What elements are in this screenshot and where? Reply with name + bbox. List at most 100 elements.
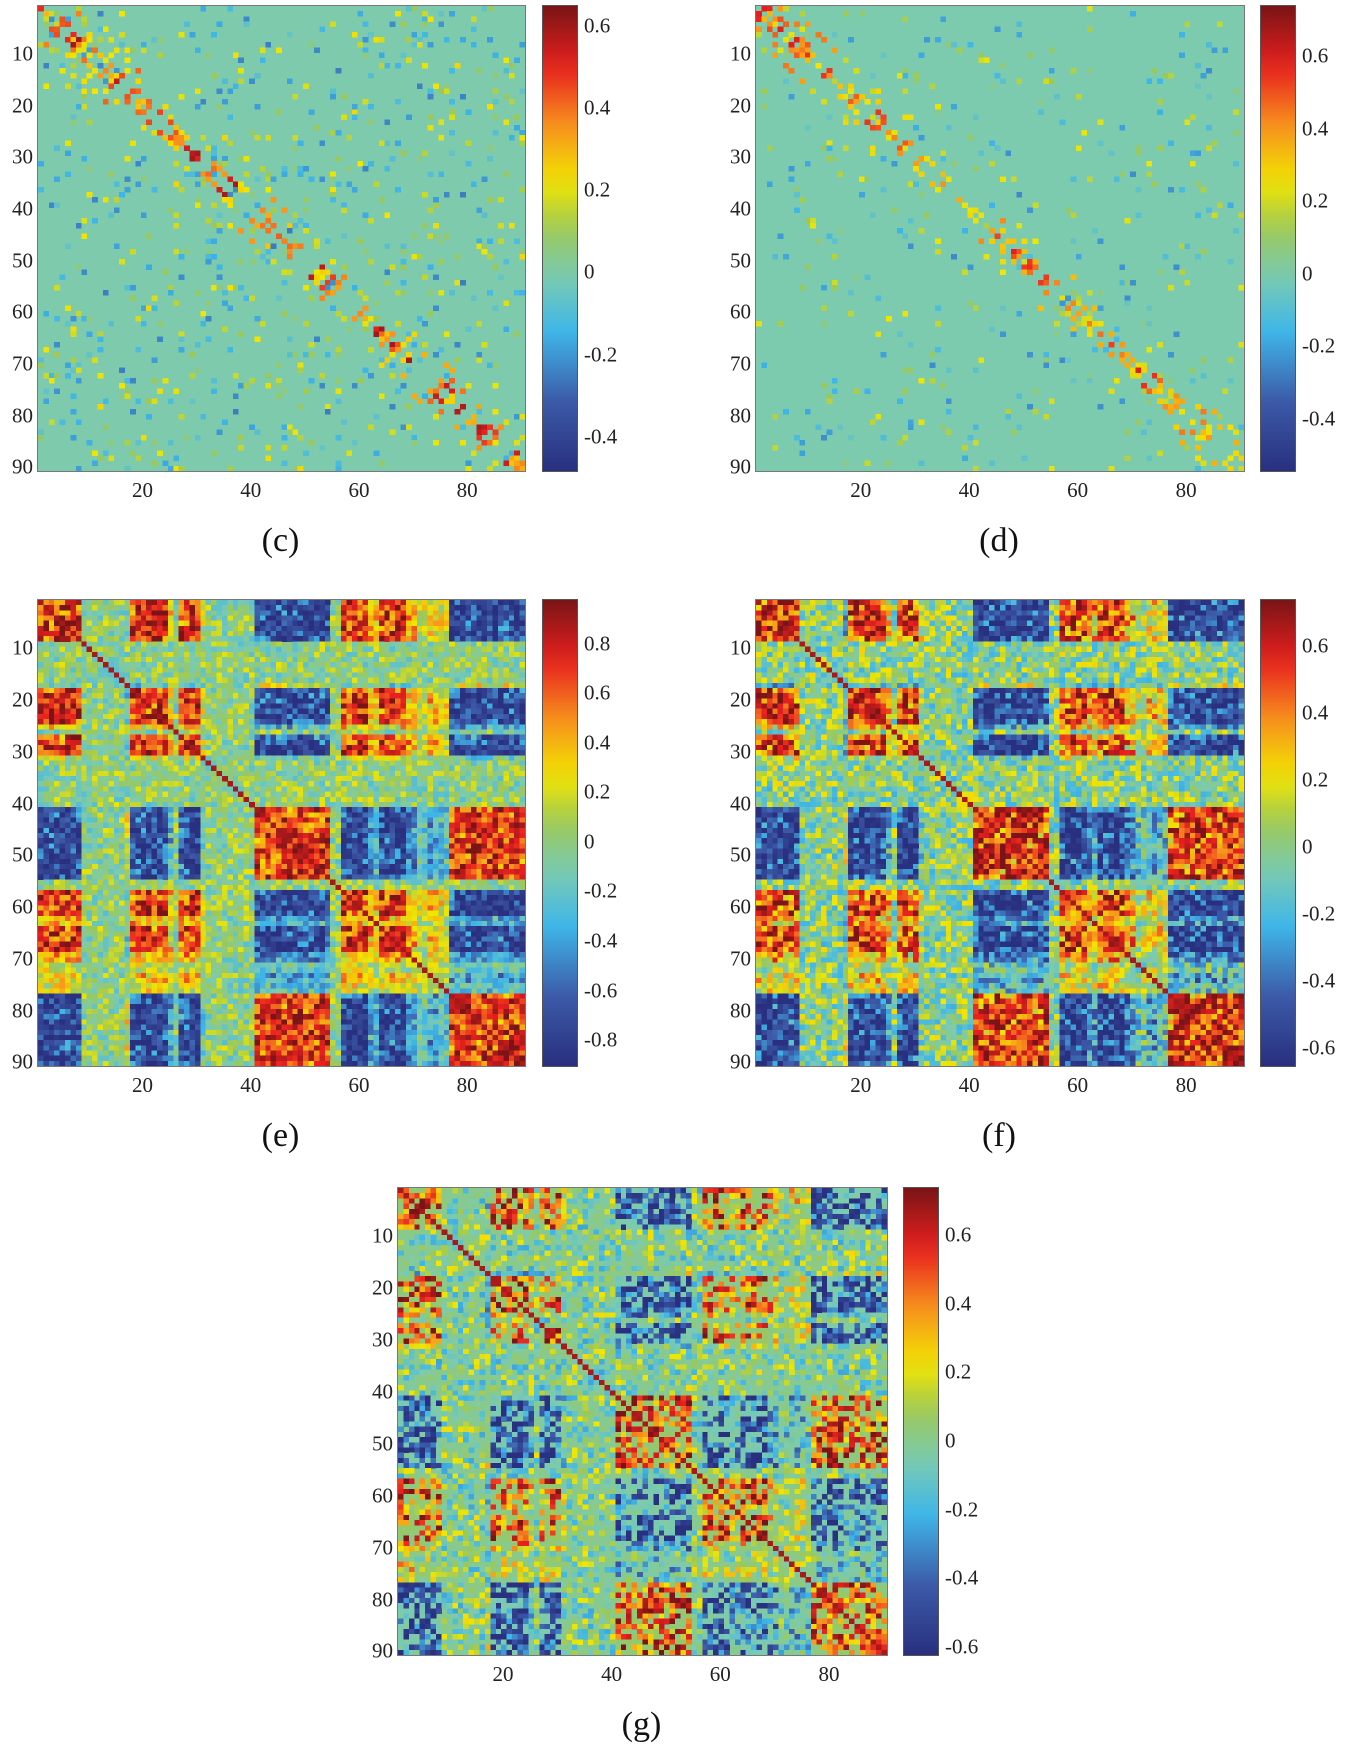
heatmap-cell bbox=[124, 99, 131, 105]
heatmap-cell bbox=[75, 641, 82, 647]
heatmap-cell bbox=[129, 651, 136, 658]
heatmap-cell bbox=[1075, 295, 1082, 301]
heatmap-cell bbox=[265, 610, 272, 616]
heatmap-cell bbox=[492, 605, 499, 611]
heatmap-cell bbox=[449, 600, 456, 606]
heatmap-cell bbox=[1200, 372, 1207, 379]
heatmap-cell bbox=[48, 47, 55, 53]
heatmap-cell bbox=[232, 713, 239, 720]
heatmap-cell bbox=[1216, 414, 1223, 420]
heatmap-cell bbox=[324, 734, 331, 741]
heatmap-cell bbox=[319, 796, 326, 803]
heatmap-cell bbox=[1200, 460, 1207, 467]
heatmap-cell bbox=[281, 791, 288, 798]
heatmap-cell bbox=[65, 37, 71, 43]
heatmap-cell bbox=[443, 708, 450, 715]
heatmap-cell bbox=[157, 693, 163, 699]
heatmap-cell bbox=[330, 765, 337, 772]
heatmap-cell bbox=[221, 161, 228, 167]
heatmap-cell bbox=[324, 750, 331, 756]
heatmap-cell bbox=[492, 600, 499, 606]
heatmap-cell bbox=[194, 739, 201, 746]
heatmap-cell bbox=[211, 181, 217, 188]
heatmap-cell bbox=[86, 786, 93, 792]
heatmap-cell bbox=[378, 693, 385, 699]
heatmap-cell bbox=[481, 708, 488, 715]
heatmap-cell bbox=[497, 641, 504, 647]
heatmap-cell bbox=[59, 656, 66, 663]
heatmap-cell bbox=[303, 755, 309, 761]
heatmap-cell bbox=[837, 424, 844, 431]
heatmap-cell bbox=[286, 693, 293, 699]
heatmap-cell bbox=[875, 109, 882, 115]
heatmap-cell bbox=[43, 739, 50, 746]
heatmap-cell bbox=[286, 605, 293, 611]
heatmap-cell bbox=[178, 600, 185, 606]
heatmap-cell bbox=[454, 729, 461, 736]
heatmap-cell bbox=[514, 729, 520, 736]
heatmap-cell bbox=[119, 600, 125, 606]
heatmap-cell bbox=[140, 760, 147, 767]
heatmap-cell bbox=[108, 83, 115, 90]
heatmap-cell bbox=[135, 440, 142, 446]
heatmap-cell bbox=[43, 347, 50, 353]
heatmap-cell bbox=[194, 646, 201, 653]
heatmap-cell bbox=[205, 724, 212, 730]
heatmap-cell bbox=[200, 181, 207, 188]
heatmap-cell bbox=[238, 776, 245, 782]
heatmap-cell bbox=[238, 445, 245, 451]
heatmap-cell bbox=[157, 786, 163, 792]
heatmap-cell bbox=[395, 11, 401, 17]
heatmap-cell bbox=[151, 305, 158, 312]
heatmap-cell bbox=[292, 656, 299, 663]
heatmap-cell bbox=[232, 672, 239, 679]
heatmap-cell bbox=[38, 755, 44, 761]
heatmap-cell bbox=[449, 672, 456, 679]
heatmap-cell bbox=[1005, 238, 1012, 245]
heatmap-cell bbox=[422, 600, 428, 606]
heatmap-cell bbox=[454, 708, 461, 715]
heatmap-cell bbox=[140, 155, 147, 162]
heatmap-cell bbox=[232, 393, 239, 400]
heatmap-cell bbox=[514, 693, 520, 699]
heatmap-cell bbox=[173, 641, 180, 647]
heatmap-cell bbox=[476, 429, 483, 436]
heatmap-cell bbox=[303, 739, 309, 746]
heatmap-cell bbox=[422, 656, 428, 663]
heatmap-cell bbox=[65, 615, 71, 622]
heatmap-cell bbox=[460, 770, 466, 777]
heatmap-cell bbox=[1227, 424, 1234, 431]
heatmap-cell bbox=[211, 223, 217, 229]
heatmap-cell bbox=[357, 161, 364, 167]
heatmap-cell bbox=[804, 124, 811, 131]
heatmap-cell bbox=[384, 796, 391, 803]
heatmap-cell bbox=[368, 786, 374, 792]
heatmap-cell bbox=[276, 765, 282, 772]
heatmap-cell bbox=[184, 698, 190, 704]
heatmap-cell bbox=[276, 729, 282, 736]
heatmap-cell bbox=[303, 352, 309, 358]
heatmap-cell bbox=[346, 641, 353, 647]
heatmap-cell bbox=[167, 662, 174, 668]
heatmap-cell bbox=[357, 750, 364, 756]
heatmap-cell bbox=[216, 688, 223, 694]
heatmap-cell bbox=[368, 796, 374, 803]
heatmap-cell bbox=[487, 688, 493, 694]
heatmap-cell bbox=[1206, 145, 1212, 152]
heatmap-cell bbox=[492, 88, 499, 95]
heatmap-cell bbox=[157, 755, 163, 761]
heatmap-cell bbox=[108, 52, 115, 59]
heatmap-cell bbox=[945, 398, 952, 405]
heatmap-cell bbox=[86, 713, 93, 720]
heatmap-cell bbox=[438, 383, 445, 389]
heatmap-cell bbox=[465, 625, 472, 632]
heatmap-cell bbox=[259, 651, 266, 658]
heatmap-cell bbox=[788, 47, 795, 53]
heatmap-cell bbox=[1151, 181, 1158, 188]
heatmap-cell bbox=[270, 776, 277, 782]
heatmap-cell bbox=[211, 388, 217, 394]
heatmap-cell bbox=[232, 786, 239, 792]
heatmap-cell bbox=[1070, 238, 1077, 245]
heatmap-cell bbox=[848, 37, 854, 43]
heatmap-cell bbox=[1059, 295, 1066, 301]
